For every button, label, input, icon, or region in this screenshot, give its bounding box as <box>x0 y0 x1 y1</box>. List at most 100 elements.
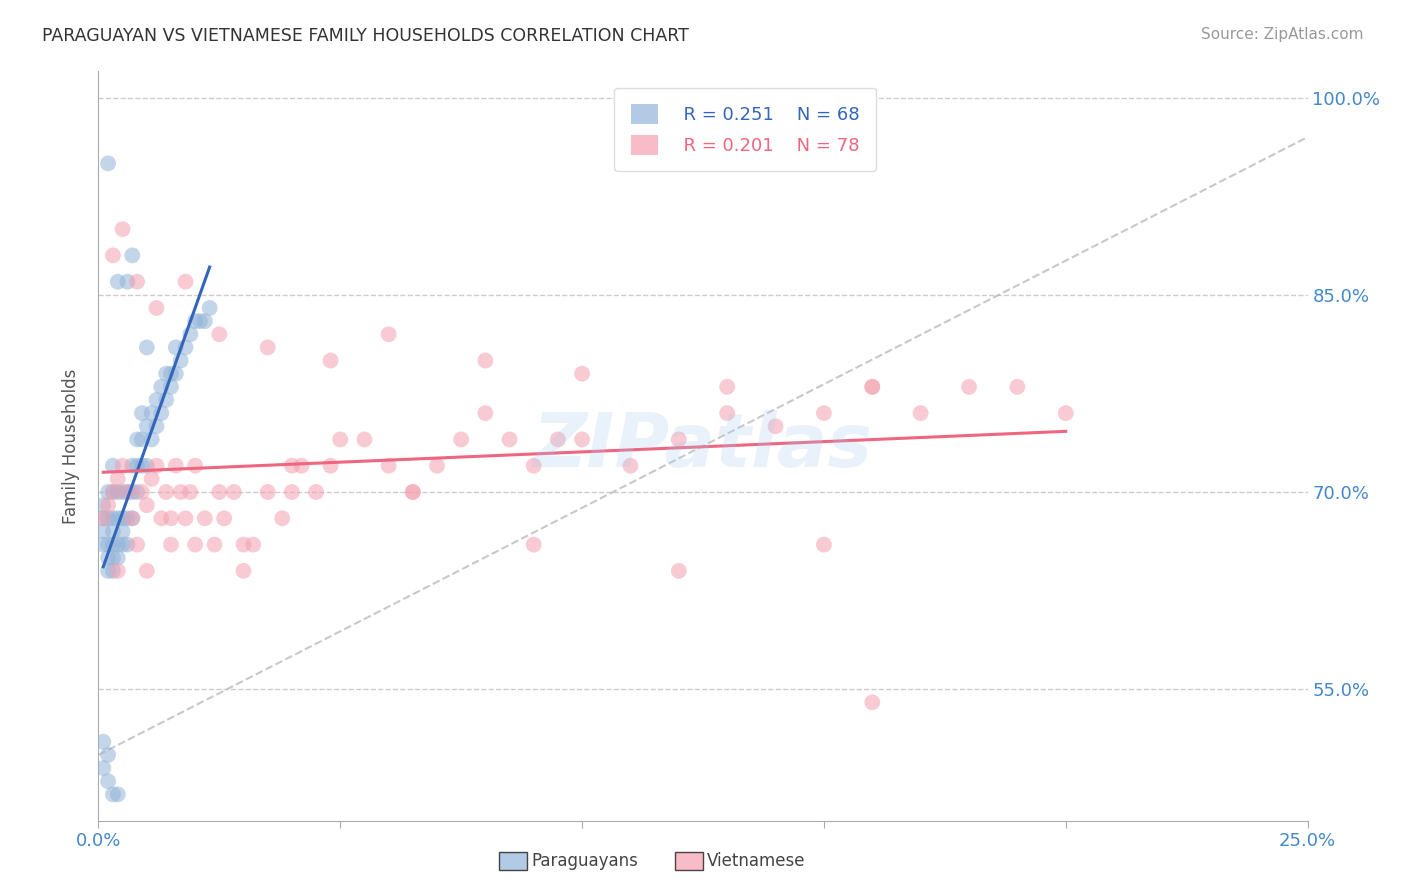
Point <box>91 735 114 749</box>
Point <box>813 406 835 420</box>
Point <box>97 538 120 552</box>
Point <box>860 380 883 394</box>
Point <box>160 367 183 381</box>
Point <box>765 419 787 434</box>
Point <box>111 524 134 539</box>
Point <box>127 458 149 473</box>
Point <box>212 511 235 525</box>
Point <box>127 433 149 447</box>
Point <box>91 538 114 552</box>
Text: Paraguayans: Paraguayans <box>531 852 638 870</box>
Point <box>957 380 980 394</box>
Point <box>668 433 690 447</box>
Point <box>121 511 143 525</box>
Point <box>1007 380 1029 394</box>
Point <box>160 380 183 394</box>
Legend:   R = 0.251    N = 68,   R = 0.201    N = 78: R = 0.251 N = 68, R = 0.201 N = 78 <box>614 88 876 171</box>
Point <box>353 433 375 447</box>
Point <box>117 485 139 500</box>
Point <box>174 340 197 354</box>
Point <box>813 538 835 552</box>
Point <box>117 511 139 525</box>
Point <box>547 433 569 447</box>
Point <box>131 485 153 500</box>
Point <box>101 485 124 500</box>
Point <box>1054 406 1077 420</box>
Point <box>184 538 207 552</box>
Point <box>155 367 177 381</box>
Point <box>121 485 143 500</box>
Point <box>668 564 690 578</box>
Text: Source: ZipAtlas.com: Source: ZipAtlas.com <box>1201 27 1364 42</box>
Text: Vietnamese: Vietnamese <box>707 852 806 870</box>
Point <box>319 458 342 473</box>
Point <box>204 538 226 552</box>
Point <box>232 538 254 552</box>
Point <box>107 788 129 802</box>
Point <box>111 222 134 236</box>
Point <box>101 538 124 552</box>
Point <box>107 511 129 525</box>
Point <box>107 472 129 486</box>
Point <box>160 511 183 525</box>
Point <box>141 472 163 486</box>
Point <box>860 380 883 394</box>
Point <box>498 433 520 447</box>
Point <box>571 367 593 381</box>
Point <box>271 511 294 525</box>
Point <box>716 406 738 420</box>
Point <box>131 406 153 420</box>
Point <box>169 353 191 368</box>
Point <box>121 511 143 525</box>
Point <box>135 458 157 473</box>
Point <box>101 550 124 565</box>
Point <box>107 550 129 565</box>
Point <box>150 406 173 420</box>
Point <box>160 538 183 552</box>
Point <box>91 511 114 525</box>
Point <box>179 485 201 500</box>
Point <box>121 248 143 262</box>
Point <box>571 433 593 447</box>
Point <box>107 485 129 500</box>
Point <box>101 248 124 262</box>
Point <box>141 433 163 447</box>
Point <box>107 275 129 289</box>
Point <box>135 498 157 512</box>
Point <box>101 511 124 525</box>
Point <box>101 788 124 802</box>
Point <box>222 485 245 500</box>
Point <box>111 485 134 500</box>
Point <box>117 485 139 500</box>
Point <box>256 340 278 354</box>
Point <box>97 774 120 789</box>
Point <box>523 538 546 552</box>
Point <box>208 485 231 500</box>
Point <box>107 564 129 578</box>
Point <box>97 485 120 500</box>
Point <box>97 564 120 578</box>
Point <box>91 511 114 525</box>
Point <box>117 538 139 552</box>
Point <box>426 458 449 473</box>
Point <box>97 747 120 762</box>
Point <box>910 406 932 420</box>
Point <box>107 538 129 552</box>
Point <box>184 458 207 473</box>
Text: ZIPatlas: ZIPatlas <box>533 409 873 483</box>
Point <box>91 498 114 512</box>
Point <box>619 458 641 473</box>
Point <box>402 485 425 500</box>
Point <box>111 538 134 552</box>
Point <box>165 340 187 354</box>
Point <box>131 433 153 447</box>
Point <box>101 524 124 539</box>
Point <box>141 406 163 420</box>
Point <box>242 538 264 552</box>
Point <box>91 761 114 775</box>
Point <box>198 301 221 315</box>
Point <box>377 327 399 342</box>
Point <box>305 485 328 500</box>
Point <box>97 498 120 512</box>
Point <box>145 419 167 434</box>
